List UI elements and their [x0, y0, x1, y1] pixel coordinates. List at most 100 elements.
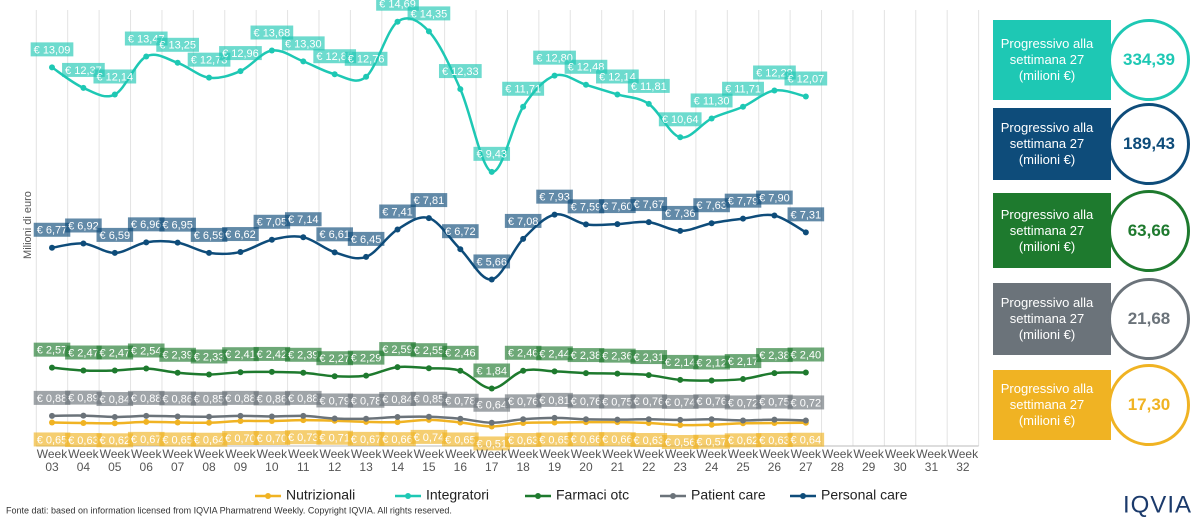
legend-swatch [670, 493, 676, 499]
point [425, 28, 432, 35]
x-tick-label: Week 12 [319, 447, 350, 474]
data-label-bg [502, 81, 545, 96]
data-label-bg [410, 193, 448, 208]
summary-box: Progressivo alla settimana 27 (milioni €… [993, 193, 1111, 268]
data-label: € 0,62 [100, 435, 131, 447]
data-label-bg [504, 394, 542, 409]
data-label-bg [96, 433, 134, 448]
data-label-bg [693, 198, 730, 213]
data-label: € 0,81 [539, 395, 570, 407]
point [80, 240, 87, 247]
data-label: € 0,75 [602, 396, 633, 408]
point [457, 246, 464, 253]
point [363, 253, 370, 260]
point [143, 412, 150, 419]
data-label-bg [504, 433, 542, 448]
point [425, 413, 432, 420]
data-label-bg [379, 392, 416, 407]
data-label: € 7,05 [257, 217, 288, 229]
point [206, 371, 213, 378]
point [582, 221, 589, 228]
data-label: € 6,92 [68, 220, 99, 232]
data-label: € 0,72 [791, 397, 822, 409]
data-label-bg [284, 212, 322, 227]
data-label-bg [96, 227, 134, 242]
point [645, 100, 652, 107]
data-label: € 0,75 [759, 396, 790, 408]
point [174, 369, 181, 376]
point [520, 103, 527, 110]
data-label-bg [253, 214, 291, 229]
data-label: € 0,76 [633, 396, 664, 408]
x-tick-label: Week 25 [727, 447, 759, 474]
data-label: € 2,41 [225, 349, 256, 361]
data-label-bg [250, 25, 294, 40]
data-label: € 0,66 [602, 434, 633, 446]
data-label: € 7,14 [288, 214, 319, 226]
x-tick-label: Week 19 [539, 447, 570, 474]
point [300, 369, 307, 376]
x-tick-label: Week 17 [476, 447, 507, 474]
data-label: € 7,63 [696, 200, 727, 212]
point [425, 215, 432, 222]
data-labels: € 6,77 € 6,92€ 6,59€ 6,96 € 6,95€ 6,59 € 6,… [33, 189, 825, 269]
data-label: € 2,38 [759, 350, 790, 362]
data-label-bg [344, 51, 388, 66]
data-label-bg [442, 393, 479, 408]
point [300, 234, 307, 241]
data-labels: € 13,09€ 12,37€ 12,14€ 13,47€ 13,25€ 12,… [30, 0, 828, 161]
data-label: € 6,62 [225, 229, 256, 241]
point [802, 369, 809, 376]
data-label-bg [33, 432, 71, 447]
x-tick-label: Week 23 [664, 447, 696, 474]
data-label: € 0,76 [696, 396, 727, 408]
x-tick-label: Week 06 [130, 447, 162, 474]
data-label: € 2,17 [728, 356, 759, 368]
point [49, 244, 55, 251]
data-label-bg [536, 346, 573, 361]
x-tick-label: Week 08 [193, 447, 225, 474]
x-tick-label: Week 20 [570, 447, 602, 474]
data-label: € 0,85 [414, 394, 445, 406]
data-label: € 0,73 [288, 432, 319, 444]
point [49, 364, 55, 371]
data-label-bg [787, 347, 825, 362]
point [111, 420, 118, 427]
data-label: € 0,64 [791, 435, 822, 447]
data-label-bg [347, 350, 385, 365]
point [771, 212, 778, 219]
summary-value: 334,39 [1108, 19, 1190, 101]
data-label: € 0,84 [382, 394, 413, 406]
point [740, 376, 747, 383]
point [582, 416, 589, 423]
summary-value: 189,43 [1108, 103, 1190, 185]
data-label: € 2,14 [665, 357, 696, 369]
legend-label: Personal care [821, 487, 908, 503]
data-label: € 2,47 [100, 347, 131, 359]
data-label-bg [473, 436, 511, 451]
data-label: € 0,89 [68, 393, 99, 405]
data-label-bg [442, 432, 479, 447]
point [457, 86, 464, 93]
x-tick-label: Week 09 [225, 447, 256, 474]
point [143, 239, 150, 246]
data-label: € 9,43 [476, 149, 507, 161]
data-label: € 0,64 [476, 400, 507, 412]
point [80, 84, 87, 91]
data-label: € 2,46 [445, 348, 476, 360]
x-tick-label: Week 29 [853, 447, 884, 474]
data-label: € 13,09 [34, 44, 71, 56]
data-label-bg [724, 193, 762, 208]
point [425, 365, 432, 372]
x-tick-label: Week 27 [790, 447, 822, 474]
data-label: € 0,86 [162, 393, 193, 405]
data-label-bg [316, 227, 353, 242]
data-label: € 11,81 [631, 81, 667, 93]
data-label-bg [222, 390, 259, 405]
point [206, 74, 213, 81]
data-label: € 0,88 [37, 393, 68, 405]
data-label: € 0,78 [445, 396, 476, 408]
data-labels: € 0,65 € 0,63 € 0,62 € 0,67 € 0,65 € 0,64 € 0,… [33, 429, 825, 451]
point [677, 134, 684, 141]
data-label: € 2,39 [162, 350, 193, 362]
